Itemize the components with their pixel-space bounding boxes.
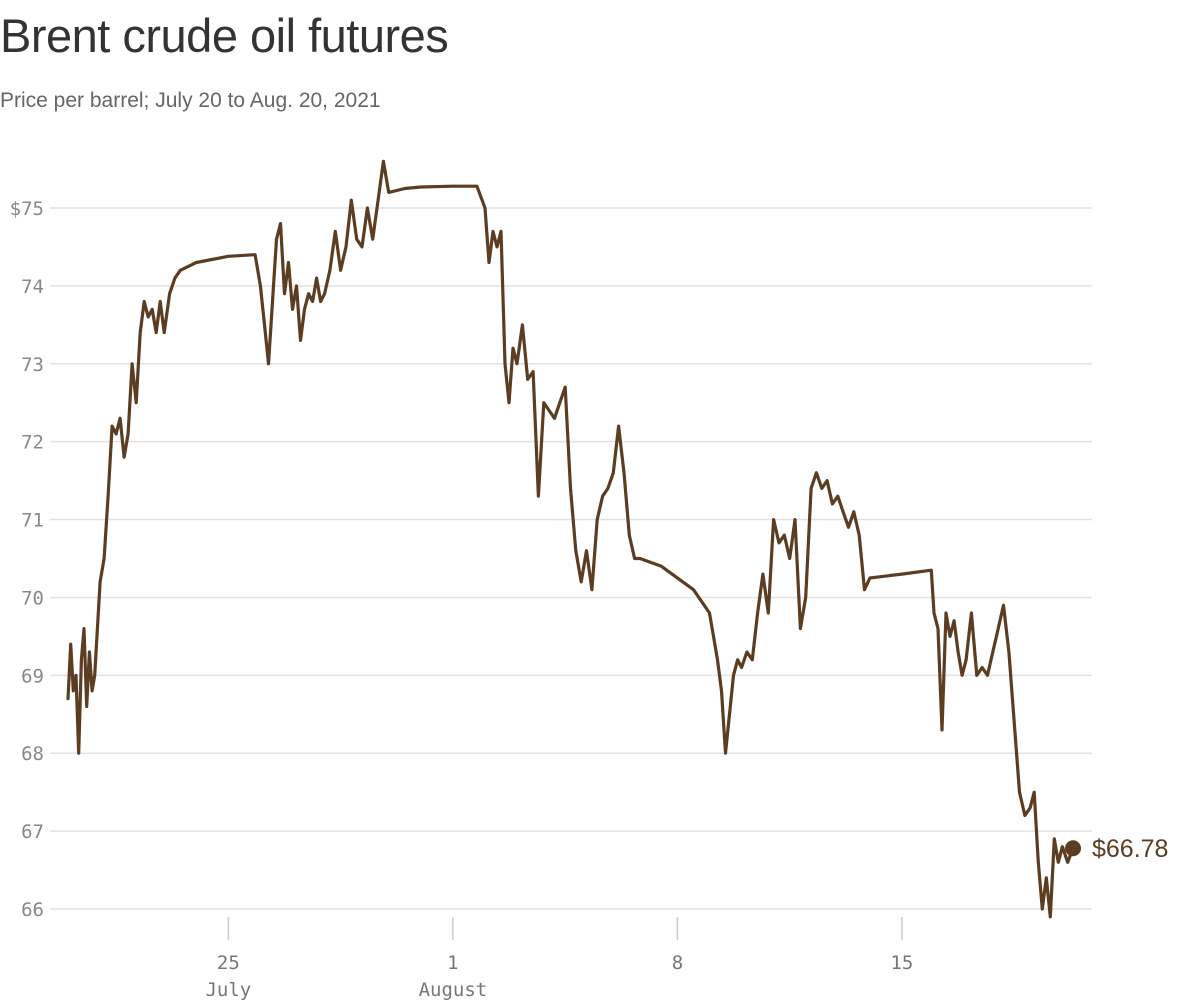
x-axis-ticks: 25 July 1 August 8 15 xyxy=(205,917,913,1000)
x-tick-label: 1 xyxy=(447,952,458,974)
series-layer: $66.78 xyxy=(66,159,1168,919)
y-tick-label: $75 xyxy=(10,198,44,220)
y-tick-label: 70 xyxy=(21,587,44,609)
y-tick-label: 73 xyxy=(21,354,44,376)
y-tick-label: 69 xyxy=(21,665,44,687)
end-point-marker xyxy=(1065,840,1081,857)
y-axis-ticks: 66 67 68 69 70 71 72 73 74 $75 xyxy=(10,198,44,921)
y-tick-label: 67 xyxy=(21,821,44,843)
x-tick-label: 8 xyxy=(672,952,683,974)
x-tick-month-label: July xyxy=(205,979,251,1000)
chart-subtitle: Price per barrel; July 20 to Aug. 20, 20… xyxy=(0,89,381,112)
y-tick-label: 72 xyxy=(21,432,44,454)
price-series-line xyxy=(66,159,1075,919)
gridlines xyxy=(50,207,1092,910)
x-tick-label: 25 xyxy=(217,952,240,974)
y-tick-label: 74 xyxy=(21,276,44,298)
x-tick-label: 15 xyxy=(890,952,913,974)
y-tick-label: 66 xyxy=(21,899,44,921)
y-tick-label: 68 xyxy=(21,743,44,765)
end-value-label: $66.78 xyxy=(1092,835,1168,863)
x-tick-month-label: August xyxy=(419,979,488,1000)
y-tick-label: 71 xyxy=(21,510,44,532)
chart-title: Brent crude oil futures xyxy=(0,9,449,62)
